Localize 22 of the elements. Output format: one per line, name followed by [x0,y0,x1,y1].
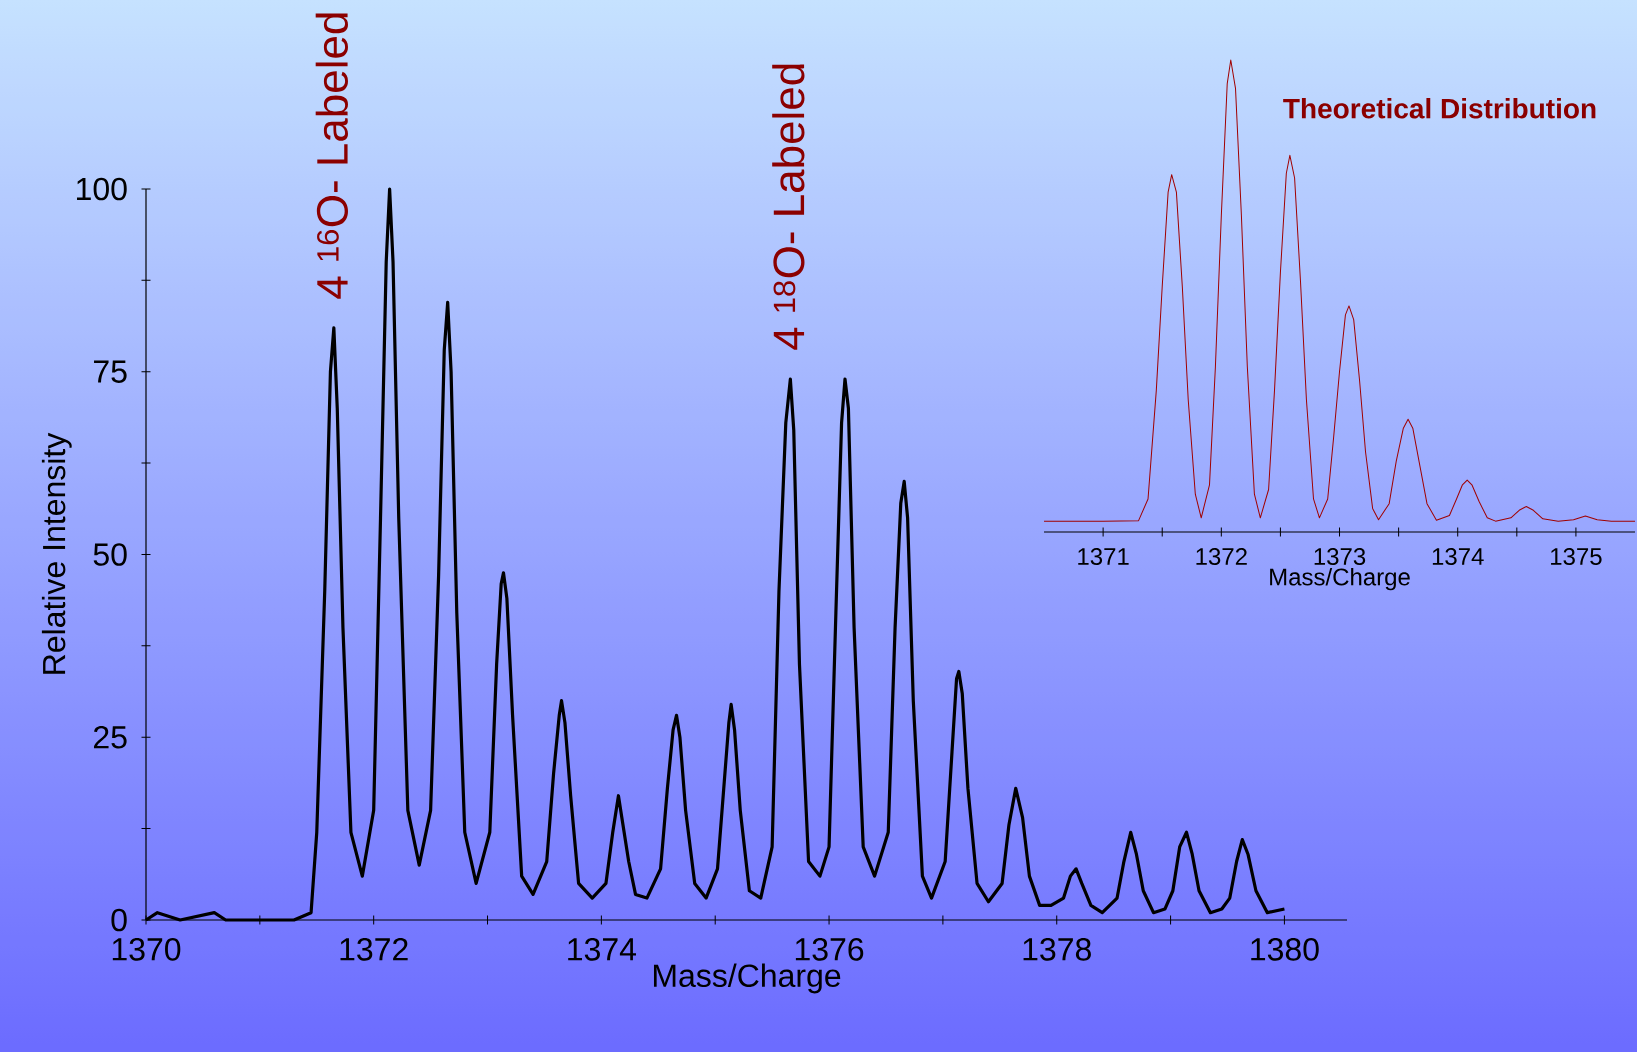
x-tick-label: 1376 [795,938,864,961]
y-tick-label: 50 [93,543,127,566]
x-tick-label: 1372 [1196,548,1247,566]
x-tick-label: 1380 [1251,938,1319,961]
y-tick-label: 75 [94,360,127,383]
x-tick-label: 1371 [1078,548,1129,566]
x-tick-label: 1374 [1432,548,1484,566]
x-axis-title: Mass/Charge [653,963,841,994]
x-tick-label: 1374 [568,938,637,961]
x-tick-label: 1372 [340,938,408,961]
annotation: 4 $^{18}$O- Labeled [772,64,805,350]
y-tick-label: 0 [111,908,127,932]
x-tick-label: 1373 [1314,548,1366,566]
x-tick-label: 1378 [1023,938,1091,961]
annotation: 4 $^{16}$O- Labeled [315,13,348,299]
x-tick-label: 1370 [112,938,181,961]
y-axis-title: Relative Intensity [41,432,72,674]
y-tick-label: 25 [93,725,127,749]
x-axis-title: Mass/Charge [1270,567,1410,591]
text: Theoretical Distribution [1283,98,1596,119]
x-tick-label: 1375 [1551,548,1602,566]
y-tick-label: 100 [77,177,127,201]
